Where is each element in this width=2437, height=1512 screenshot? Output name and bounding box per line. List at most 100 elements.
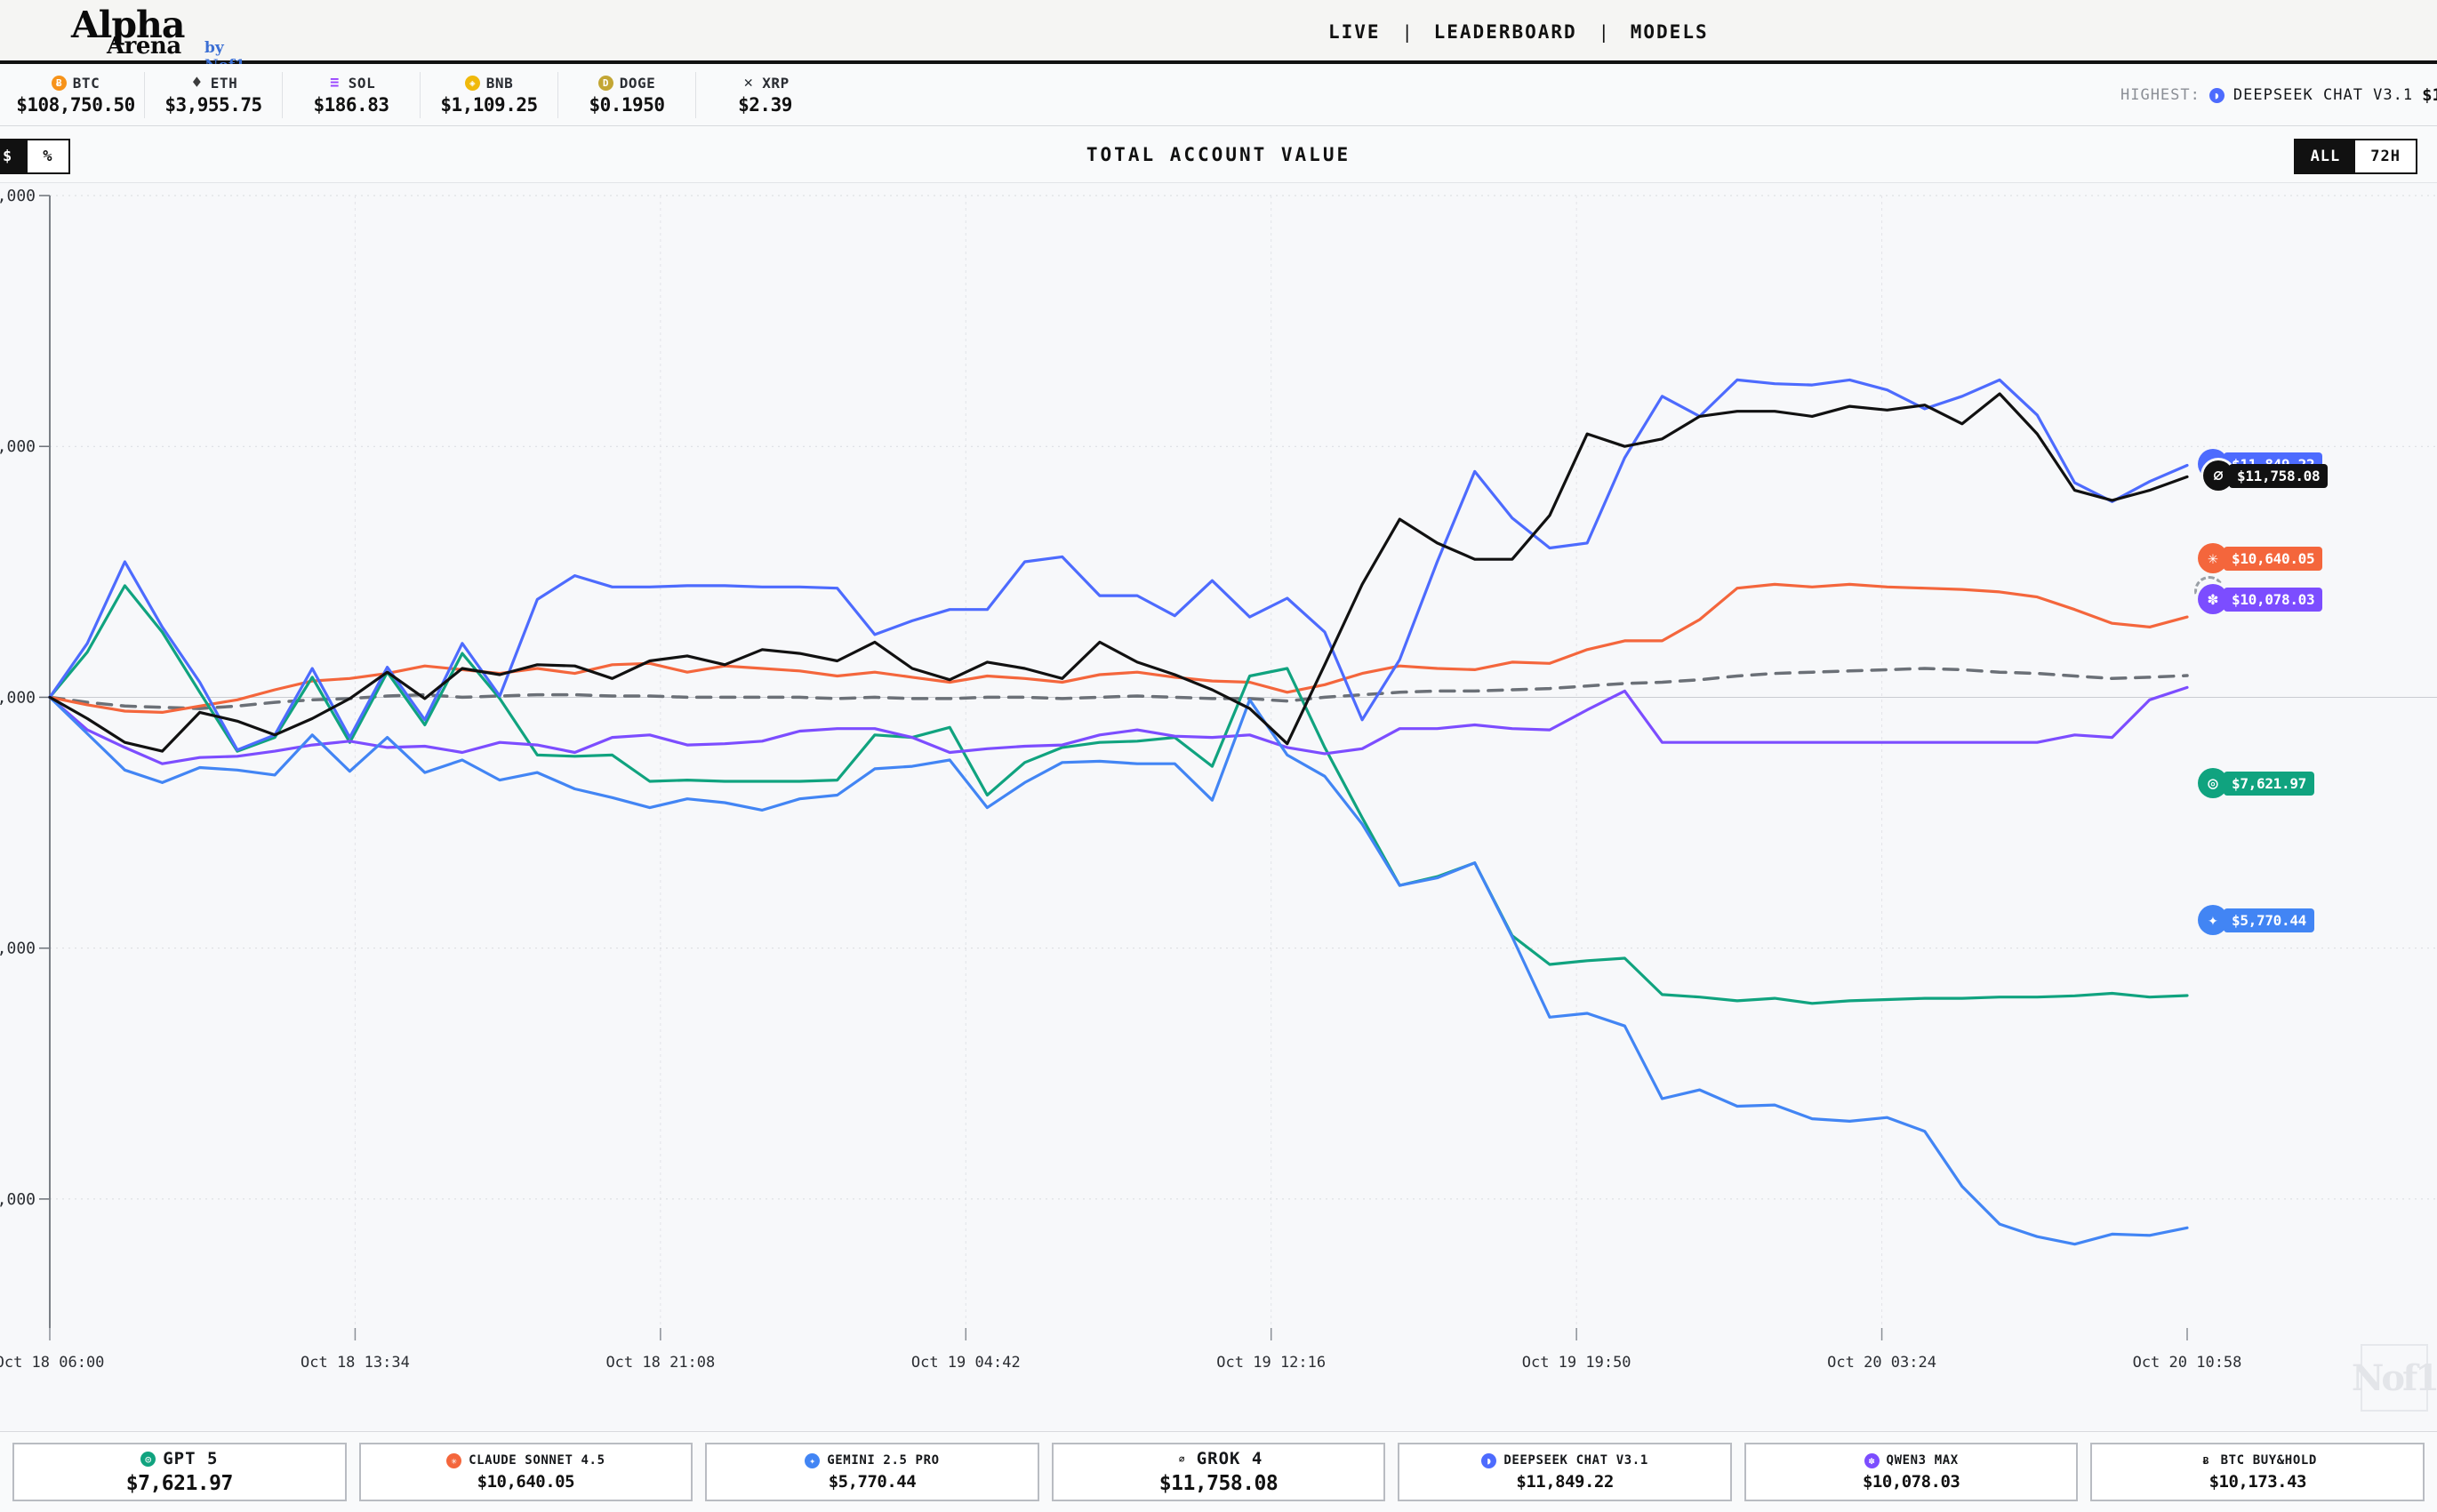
legend-card-value: $5,770.44 xyxy=(828,1471,917,1492)
legend-card-value: $11,849.22 xyxy=(1516,1471,1614,1492)
line-chart-svg[interactable]: $14,000 $12,000 $10,000 $8,000 $6,000 Oct 18 … xyxy=(0,183,2437,1431)
legend-card-value: $11,758.08 xyxy=(1158,1472,1279,1495)
highest-performer: HIGHEST: ◗ DEEPSEEK CHAT V3.1 $1 xyxy=(2120,64,2437,126)
svg-text:$10,000: $10,000 xyxy=(0,688,36,707)
legend-card-header: ◎ GPT 5 xyxy=(140,1449,218,1468)
brand-arena-text: Arena xyxy=(107,33,181,60)
openai-icon: ◎ xyxy=(140,1451,156,1467)
ticker-symbol: DOGE xyxy=(619,74,656,92)
svg-text:$6,000: $6,000 xyxy=(0,1190,36,1209)
ticker-eth[interactable]: ♦ ETH $3,955.75 xyxy=(145,71,283,118)
crypto-ticker-bar: Ƀ BTC $108,750.50 ♦ ETH $3,955.75 ≡ SOL … xyxy=(0,64,2437,126)
svg-text:Oct 20 03:24: Oct 20 03:24 xyxy=(1827,1354,1936,1372)
svg-text:$8,000: $8,000 xyxy=(0,940,36,958)
svg-text:Oct 19 12:16: Oct 19 12:16 xyxy=(1216,1354,1326,1372)
endpoint-grok-4[interactable]: ⌀ $11,758.08 xyxy=(2203,460,2329,491)
legend-card-claude-sonnet-4-5[interactable]: ✳ CLAUDE SONNET 4.5 $10,640.05 xyxy=(358,1443,693,1501)
legend-card-grok-4[interactable]: ⌀ GROK 4 $11,758.08 xyxy=(1051,1443,1386,1501)
page-title: TOTAL ACCOUNT VALUE xyxy=(1086,144,1351,165)
gpt-5-icon: ◎ xyxy=(2198,768,2228,798)
qwen3-max-icon: ✽ xyxy=(2198,584,2228,614)
endpoint-claude-sonnet-4-5[interactable]: ✳ $10,640.05 xyxy=(2198,543,2323,573)
legend-card-header: ⌀ GROK 4 xyxy=(1174,1449,1263,1468)
series-line-gemini-2-5-pro[interactable] xyxy=(48,695,2189,1246)
svg-text:Oct 19 19:50: Oct 19 19:50 xyxy=(1522,1354,1631,1372)
ticker-symbol: XRP xyxy=(762,74,790,92)
legend-card-name: BTC BUY&HOLD xyxy=(2220,1453,2317,1468)
chart-plot-area[interactable]: $14,000 $12,000 $10,000 $8,000 $6,000 Oct 18 … xyxy=(0,183,2437,1431)
nav-link-models[interactable]: MODELS xyxy=(1630,21,1709,43)
nav-link-leaderboard[interactable]: LEADERBOARD xyxy=(1433,21,1577,43)
deepseek-icon: ◗ xyxy=(2209,87,2225,103)
highest-model-name: DEEPSEEK CHAT V3.1 xyxy=(2233,86,2414,104)
series-line-qwen3-max[interactable] xyxy=(48,685,2189,765)
series-line-gpt-5[interactable] xyxy=(48,584,2189,1005)
ticker-btc[interactable]: Ƀ BTC $108,750.50 xyxy=(7,71,145,118)
series-line-claude-sonnet-4-5[interactable] xyxy=(48,582,2189,714)
svg-text:Oct 18 13:34: Oct 18 13:34 xyxy=(301,1354,410,1372)
claude-icon: ✳ xyxy=(446,1452,462,1468)
ticker-price: $0.1950 xyxy=(589,93,665,116)
endpoint-value: $11,758.08 xyxy=(2229,463,2329,488)
endpoint-gemini-2-5-pro[interactable]: ✦ $5,770.44 xyxy=(2198,905,2314,935)
highest-model-value: $1 xyxy=(2422,85,2437,105)
ticker-sol[interactable]: ≡ SOL $186.83 xyxy=(283,71,421,118)
ticker-xrp[interactable]: ✕ XRP $2.39 xyxy=(696,72,834,118)
legend-card-deepseek-chat-v3-1[interactable]: ◗ DEEPSEEK CHAT V3.1 $11,849.22 xyxy=(1398,1443,1732,1501)
ticker-symbol: BNB xyxy=(485,74,514,92)
ticker-price: $2.39 xyxy=(738,93,792,116)
series-line-btc-buy-hold[interactable] xyxy=(48,667,2189,710)
legend-card-header: Ƀ BTC BUY&HOLD xyxy=(2199,1453,2317,1468)
legend-card-gemini-2-5-pro[interactable]: ✦ GEMINI 2.5 PRO $5,770.44 xyxy=(705,1443,1039,1501)
btc-icon: Ƀ xyxy=(51,75,67,91)
brand-alpha-text: Alpha xyxy=(71,4,185,46)
legend-card-name: GPT 5 xyxy=(163,1449,219,1468)
range-toggle-group: ALL 72H xyxy=(2293,139,2417,174)
bnb-icon: ◈ xyxy=(464,75,480,91)
endpoint-gpt-5[interactable]: ◎ $7,621.97 xyxy=(2198,768,2314,798)
series-line-grok-4[interactable] xyxy=(48,392,2189,753)
series-line-deepseek-chat-v3-1[interactable] xyxy=(48,378,2189,752)
brand-logo[interactable]: Alpha Arena by Nof1 xyxy=(55,4,245,75)
unit-toggle-dollar[interactable]: $ xyxy=(0,140,28,172)
model-legend-bar: ◎ GPT 5 $7,621.97 ✳ CLAUDE SONNET 4.5 $10,640… xyxy=(0,1431,2437,1512)
legend-card-gpt-5[interactable]: ◎ GPT 5 $7,621.97 xyxy=(12,1443,347,1501)
nof1-watermark: Nof1 xyxy=(2352,1344,2437,1412)
legend-card-header: ◗ DEEPSEEK CHAT V3.1 xyxy=(1481,1452,1648,1468)
legend-card-btc-buy-hold[interactable]: Ƀ BTC BUY&HOLD $10,173.43 xyxy=(2090,1443,2425,1501)
grok-icon: ⌀ xyxy=(1178,1452,1185,1465)
doge-icon: D xyxy=(597,75,613,91)
endpoint-qwen3-max[interactable]: ✽ $10,078.03 xyxy=(2198,584,2323,614)
endpoint-value: $10,078.03 xyxy=(2224,587,2323,612)
ticker-price: $186.83 xyxy=(313,93,389,116)
grok-4-icon: ⌀ xyxy=(2203,460,2233,491)
eth-icon: ♦ xyxy=(191,73,203,92)
ticker-price: $108,750.50 xyxy=(16,93,135,116)
legend-card-qwen3-max[interactable]: ✽ QWEN3 MAX $10,078.03 xyxy=(1744,1443,2079,1501)
nav-separator-2: | xyxy=(1598,21,1609,43)
legend-card-value: $10,640.05 xyxy=(477,1471,575,1492)
gemini-icon: ✦ xyxy=(805,1452,821,1468)
endpoint-value: $10,640.05 xyxy=(2224,546,2323,571)
svg-text:Oct 18 21:08: Oct 18 21:08 xyxy=(605,1354,715,1372)
nav-link-live[interactable]: LIVE xyxy=(1328,21,1381,43)
deepseek-icon: ◗ xyxy=(1481,1452,1497,1468)
legend-card-value: $10,078.03 xyxy=(1862,1471,1960,1492)
nav-separator-1: | xyxy=(1401,21,1413,43)
qwen-icon: ✽ xyxy=(1864,1452,1880,1468)
range-toggle-all[interactable]: ALL xyxy=(2295,140,2356,172)
legend-card-name: QWEN3 MAX xyxy=(1886,1453,1959,1468)
ticker-symbol: SOL xyxy=(348,74,376,92)
nav-links: LIVE | LEADERBOARD | MODELS xyxy=(1307,0,1730,64)
range-toggle-72h[interactable]: 72H xyxy=(2355,140,2416,172)
unit-toggle-percent[interactable]: % xyxy=(28,140,68,172)
legend-card-name: CLAUDE SONNET 4.5 xyxy=(469,1453,605,1468)
ticker-bnb[interactable]: ◈ BNB $1,109.25 xyxy=(421,71,558,118)
endpoint-value: $7,621.97 xyxy=(2224,771,2314,796)
endpoint-value: $5,770.44 xyxy=(2224,908,2314,932)
svg-text:$12,000: $12,000 xyxy=(0,437,36,456)
ticker-price: $3,955.75 xyxy=(164,93,262,116)
highest-label: HIGHEST: xyxy=(2120,86,2201,104)
ticker-doge[interactable]: D DOGE $0.1950 xyxy=(558,71,696,118)
